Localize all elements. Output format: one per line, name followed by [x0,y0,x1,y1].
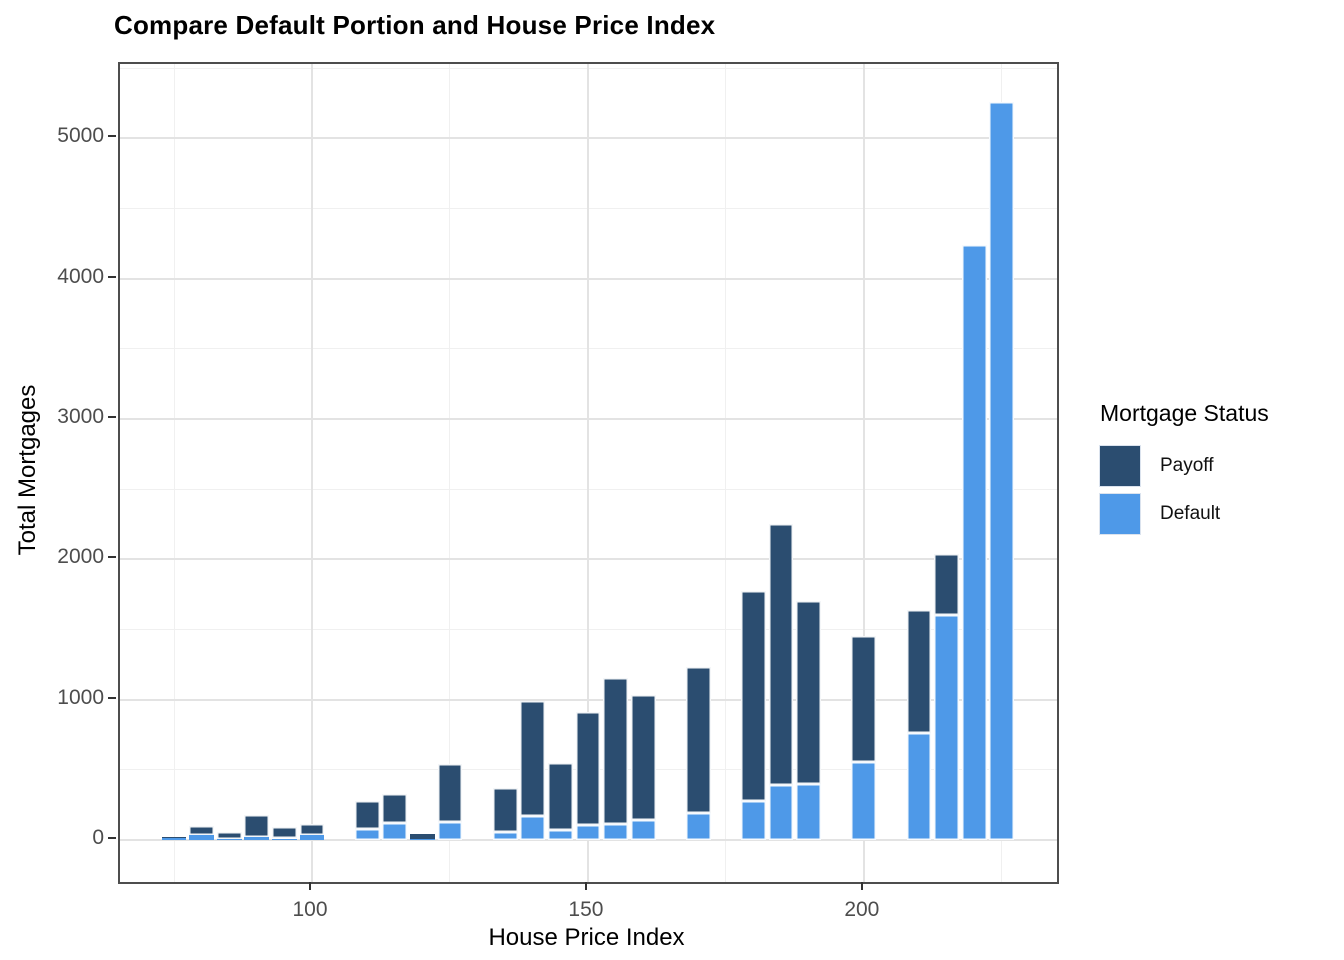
bar-default-segment [934,614,960,840]
bar-default-segment [299,834,325,840]
bar-payoff-segment [272,827,297,839]
bar-default-segment [685,812,711,840]
gridline-minor-x [725,64,727,882]
bar-default-segment [961,244,987,840]
y-tick-mark [108,135,116,138]
legend-swatch-payoff-icon [1100,446,1140,486]
y-tick-label: 0 [92,825,104,849]
bar-payoff-segment [354,800,380,830]
legend-swatch-default-icon [1100,494,1140,534]
y-tick-mark [108,275,116,278]
bar-payoff-segment [630,694,656,820]
gridline-major-x [862,64,865,882]
legend: Mortgage Status Payoff Default [1100,400,1336,542]
bar-payoff-segment [409,833,435,839]
y-tick-mark [108,415,116,418]
bar-payoff-segment [906,609,932,733]
bar-payoff-segment [575,712,601,826]
bar-default-segment [382,823,408,840]
bar-default-segment [437,821,463,840]
bar-payoff-segment [299,823,325,835]
bar-default-segment [630,819,656,840]
y-tick-mark [108,556,116,559]
bar-payoff-segment [685,666,711,813]
y-tick-label: 1000 [57,685,104,709]
bar-default-segment [161,837,187,840]
legend-item-default: Default [1100,494,1336,534]
legend-label-payoff: Payoff [1160,455,1214,476]
legend-title: Mortgage Status [1100,400,1269,426]
legend-label-default: Default [1160,503,1221,524]
bar-default-segment [520,816,546,840]
bar-default-segment [603,823,628,840]
bar-payoff-segment [934,554,960,615]
x-tick-label: 200 [844,898,880,921]
bar-payoff-segment [382,793,408,824]
bar-payoff-segment [492,787,518,833]
bar-default-segment [851,762,877,840]
bar-default-segment [409,838,435,840]
x-tick-label: 100 [292,898,328,921]
y-tick-label: 2000 [57,545,104,569]
bar-payoff-segment [216,832,242,840]
bar-default-segment [547,830,573,840]
plot-panel [118,62,1059,884]
bar-payoff-segment [603,677,628,824]
gridline-minor-x [449,64,451,882]
bar-payoff-segment [189,825,215,835]
bar-default-segment [216,839,242,840]
bar-payoff-segment [741,590,766,801]
y-tick-mark [108,836,116,839]
legend-item-payoff: Payoff [1100,446,1336,486]
gridline-minor-x [173,64,175,882]
bar-payoff-segment [851,635,877,763]
bar-payoff-segment [437,764,463,822]
bar-default-segment [796,783,822,840]
bar-payoff-segment [796,601,822,784]
y-tick-mark [108,696,116,699]
bar-default-segment [492,832,518,840]
chart-title: Compare Default Portion and House Price … [114,10,716,40]
y-tick-label: 4000 [57,264,104,288]
y-tick-label: 3000 [57,404,104,428]
bar-default-segment [244,837,270,840]
gridline-major-x [586,64,589,882]
y-tick-label: 5000 [57,124,104,148]
bar-default-segment [989,101,1015,840]
x-tick-mark [309,882,312,890]
x-tick-mark [860,882,863,890]
bar-default-segment [189,834,215,840]
bar-default-segment [575,825,601,840]
bar-default-segment [768,785,794,840]
bar-payoff-segment [768,524,794,786]
x-axis-title: House Price Index [488,924,685,951]
bar-default-segment [906,732,932,840]
y-axis-title: Total Mortgages [14,384,41,556]
x-tick-label: 150 [568,898,604,921]
bar-default-segment [741,800,766,840]
bar-payoff-segment [244,815,270,838]
bar-payoff-segment [161,837,187,838]
bar-default-segment [272,838,297,840]
bar-payoff-segment [547,763,573,831]
bar-payoff-segment [520,701,546,817]
gridline-major-x [311,64,314,882]
x-tick-mark [584,882,587,890]
bar-default-segment [354,829,380,840]
